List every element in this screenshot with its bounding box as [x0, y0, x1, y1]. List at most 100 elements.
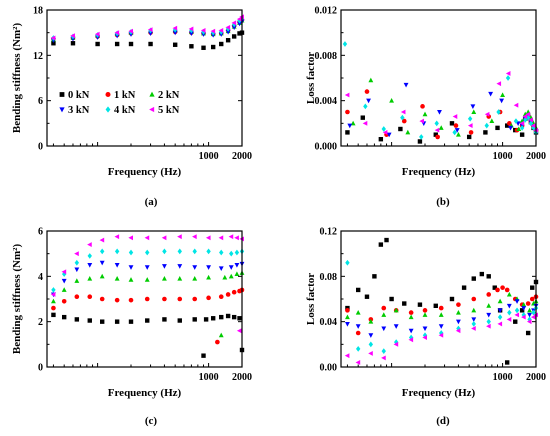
- data-point: [456, 319, 461, 325]
- data-point: [192, 248, 197, 255]
- plot-frame: [46, 230, 243, 368]
- data-point: [99, 260, 105, 266]
- data-point: [381, 312, 387, 317]
- data-point: [526, 319, 532, 325]
- data-point: [192, 296, 198, 302]
- data-point: [384, 237, 389, 243]
- y-axis-label: Bending stiffness (Nm²): [11, 244, 23, 355]
- y-axis-label: Loss factor: [305, 273, 317, 325]
- data-point: [368, 341, 374, 348]
- data-point: [401, 118, 407, 124]
- data-point: [422, 308, 428, 313]
- data-point: [147, 27, 153, 33]
- data-point: [205, 235, 211, 241]
- data-point: [486, 312, 492, 318]
- data-point: [228, 273, 234, 279]
- data-point: [225, 29, 231, 35]
- data-point: [218, 294, 224, 300]
- y-tick-label: 6: [38, 227, 43, 238]
- data-point: [489, 118, 495, 124]
- data-point: [378, 242, 384, 247]
- data-point: [99, 248, 105, 255]
- data-point: [530, 314, 536, 320]
- legend-label: 5 kN: [158, 105, 180, 116]
- data-point: [522, 114, 528, 119]
- data-point: [438, 125, 444, 130]
- data-point: [505, 71, 511, 76]
- data-point: [61, 287, 67, 292]
- data-point: [506, 291, 512, 297]
- data-point: [364, 294, 370, 299]
- data-point: [507, 121, 512, 126]
- data-point: [495, 125, 500, 131]
- data-point: [527, 307, 532, 313]
- data-point: [530, 285, 535, 290]
- data-point: [231, 20, 237, 26]
- data-point: [362, 120, 368, 126]
- data-point: [225, 38, 231, 43]
- data-point: [467, 115, 473, 122]
- data-point: [467, 123, 473, 129]
- panel-caption: (b): [436, 196, 450, 208]
- data-point: [114, 41, 120, 47]
- data-point: [236, 328, 242, 334]
- data-point: [345, 259, 350, 266]
- data-point: [519, 132, 525, 137]
- data-point: [225, 26, 231, 32]
- data-point: [453, 123, 459, 128]
- data-point: [500, 92, 506, 97]
- data-point: [456, 132, 461, 137]
- data-point: [471, 321, 476, 327]
- data-point: [508, 125, 513, 131]
- data-point: [456, 302, 461, 307]
- data-point: [506, 316, 512, 322]
- data-point: [345, 314, 350, 320]
- data-point: [229, 250, 234, 257]
- data-point: [400, 114, 405, 121]
- data-point: [148, 31, 153, 37]
- data-point: [172, 25, 178, 31]
- data-point: [94, 31, 100, 37]
- data-point: [402, 301, 407, 306]
- data-point: [468, 130, 474, 135]
- data-point: [219, 41, 224, 47]
- data-point: [355, 330, 361, 336]
- data-point: [506, 303, 512, 309]
- data-point: [479, 271, 485, 277]
- legend-label: 0 kN: [68, 90, 90, 101]
- data-point: [74, 251, 79, 257]
- data-point: [114, 297, 120, 303]
- data-point: [438, 312, 444, 317]
- data-point: [228, 265, 234, 270]
- data-point: [177, 248, 182, 255]
- data-point: [87, 242, 92, 248]
- data-point: [99, 319, 105, 324]
- data-point: [128, 41, 134, 47]
- data-point: [514, 307, 520, 314]
- data-point: [382, 129, 388, 135]
- data-point: [531, 125, 536, 131]
- data-point: [504, 287, 510, 293]
- y-axis-label: Loss factor: [305, 52, 317, 104]
- y-tick-label: 0.12: [320, 227, 338, 238]
- data-point: [355, 324, 361, 329]
- data-point: [128, 319, 134, 324]
- legend-label: 1 kN: [114, 90, 136, 101]
- data-point: [405, 129, 411, 135]
- data-point: [483, 130, 488, 135]
- data-point: [521, 302, 527, 307]
- panel-d-chart: 0.00 0.04 0.08 0.12 1000 2000 Frequency (Hz) Lo…: [305, 227, 546, 428]
- data-point: [219, 314, 224, 320]
- data-point: [364, 89, 370, 94]
- data-point: [393, 324, 399, 329]
- data-point: [393, 307, 399, 313]
- legend-marker: [105, 91, 111, 98]
- data-point: [504, 360, 510, 365]
- y-tick-label: 18: [33, 6, 43, 17]
- data-point: [231, 34, 237, 39]
- data-point: [408, 314, 414, 320]
- data-point: [172, 42, 178, 47]
- data-point: [417, 139, 423, 144]
- data-point: [87, 253, 92, 259]
- data-point: [144, 265, 150, 270]
